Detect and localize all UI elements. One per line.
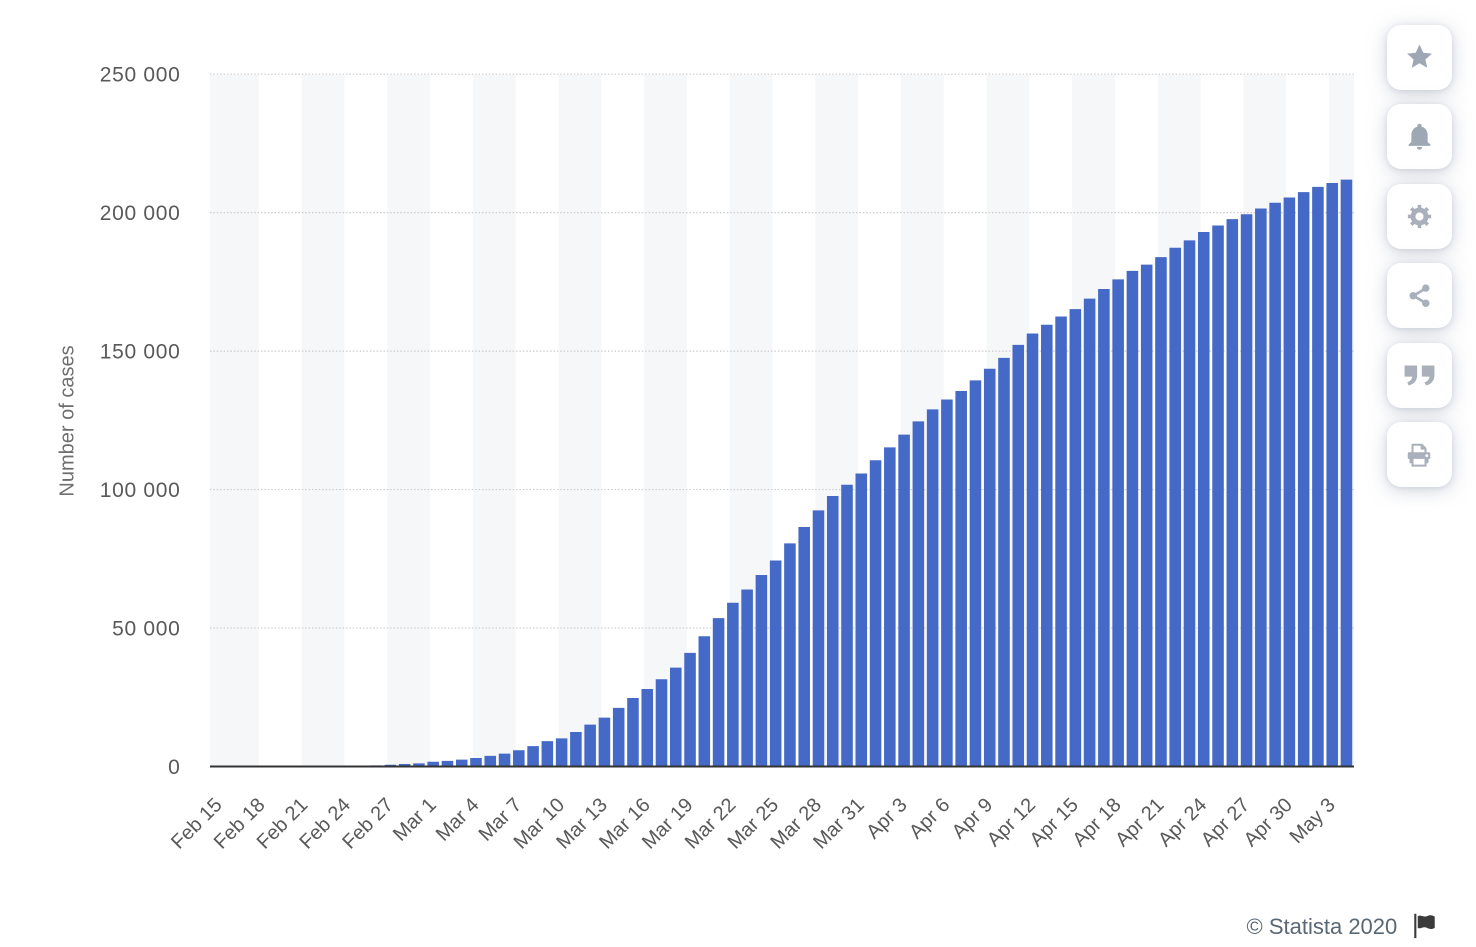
svg-text:150 000: 150 000 xyxy=(100,340,181,363)
svg-text:Apr 3: Apr 3 xyxy=(862,794,911,843)
svg-text:Mar 1: Mar 1 xyxy=(389,794,441,846)
svg-text:250 000: 250 000 xyxy=(100,64,181,87)
svg-text:Apr 6: Apr 6 xyxy=(905,794,954,843)
svg-text:Number of cases: Number of cases xyxy=(57,345,79,496)
svg-text:200 000: 200 000 xyxy=(100,202,181,225)
svg-text:May 3: May 3 xyxy=(1286,794,1340,848)
svg-text:Apr 30: Apr 30 xyxy=(1240,794,1297,851)
svg-text:100 000: 100 000 xyxy=(100,479,181,502)
svg-text:Mar 4: Mar 4 xyxy=(432,794,484,846)
svg-text:0: 0 xyxy=(168,756,180,779)
svg-text:50 000: 50 000 xyxy=(112,617,180,640)
